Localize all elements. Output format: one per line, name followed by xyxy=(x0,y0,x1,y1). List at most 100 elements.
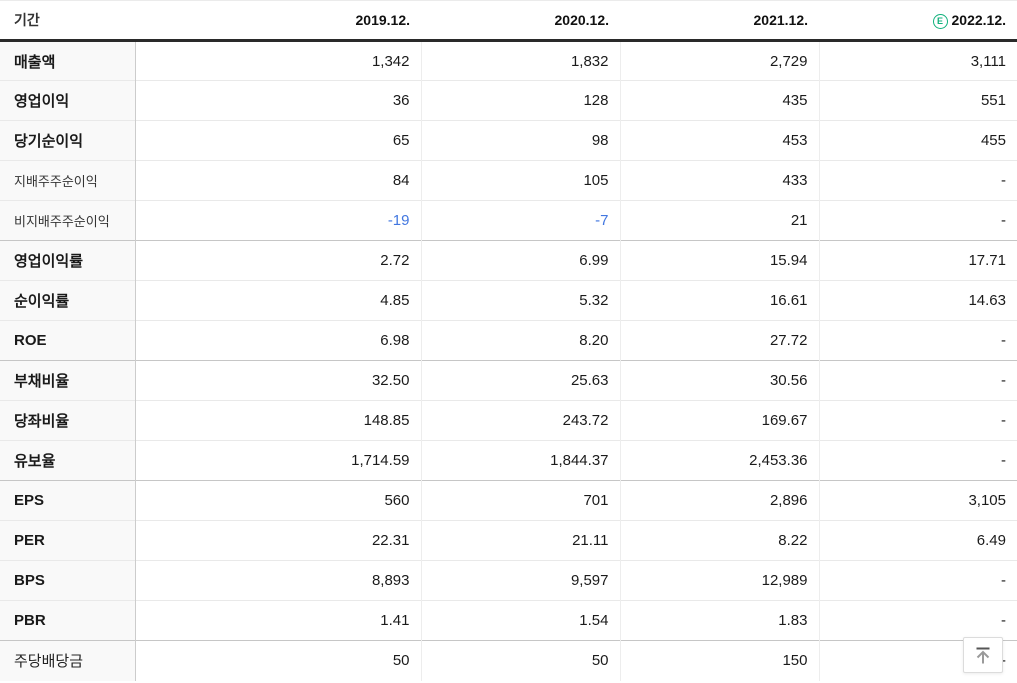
cell-value: - xyxy=(818,560,1017,601)
row-label: 부채비율 xyxy=(0,360,136,401)
cell-value: - xyxy=(818,360,1017,401)
cell-value: 27.72 xyxy=(619,320,819,361)
row-label: PBR xyxy=(0,600,136,641)
cell-value: 1,714.59 xyxy=(135,440,421,481)
row-label: 유보율 xyxy=(0,440,136,481)
cell-value: 1,342 xyxy=(371,52,410,70)
cell-value: 30.56 xyxy=(619,360,819,401)
row-label: 순이익률 xyxy=(0,280,136,321)
cell-value: 12,989 xyxy=(619,560,819,601)
scroll-to-top-button[interactable] xyxy=(963,637,1003,673)
table-row: ROE 6.98 8.20 27.72- xyxy=(0,320,1017,361)
cell-value: 1.41 xyxy=(135,600,421,641)
estimate-icon: E xyxy=(932,13,948,29)
header-row: 기간 2019.12. 2020.12. 2021.12. E 2022.12. xyxy=(0,0,1017,42)
cell-value: 453 xyxy=(619,120,819,161)
cell-value: - xyxy=(818,200,1017,241)
cell-value: 21.11 xyxy=(420,520,620,561)
header-year-2019: 2019.12. xyxy=(135,0,421,42)
header-period-label: 기간 xyxy=(0,0,135,42)
cell-value: 243.72 xyxy=(420,400,620,441)
row-label: 영업이익 xyxy=(0,80,136,121)
cell-value: 25.63 xyxy=(420,360,620,401)
header-year-2021: 2021.12. xyxy=(620,0,819,42)
cell-value: - xyxy=(818,320,1017,361)
cell-value: 2,896 xyxy=(619,480,819,521)
cell-value: 1,844.37 xyxy=(420,440,620,481)
cell-value: 148.85 xyxy=(135,400,421,441)
cell-value: 98 xyxy=(420,120,620,161)
cell-value: 21 xyxy=(619,200,819,241)
table-row: 유보율 1,714.59 1,844.37 2,453.36- xyxy=(0,440,1017,481)
table-row: 영업이익 36 128 435 551 xyxy=(0,80,1017,121)
cell-value: 455 xyxy=(818,120,1017,161)
row-label: PER xyxy=(0,520,136,561)
cell-value: 50 xyxy=(135,640,421,681)
cell-value: - xyxy=(818,440,1017,481)
cell-value: 150 xyxy=(619,640,819,681)
header-year-2022-label: 2022.12. xyxy=(951,11,1007,28)
cell-value: 551 xyxy=(818,80,1017,121)
table-row: 비지배주주순이익 -19 -7 21- xyxy=(0,200,1017,241)
cell-value: 8.20 xyxy=(420,320,620,361)
cell-value: 1,832 xyxy=(420,40,620,81)
cell-value: 560 xyxy=(135,480,421,521)
cell-value: - xyxy=(818,600,1017,641)
table-row: 영업이익률 2.72 6.99 15.94 17.71 xyxy=(0,240,1017,281)
cell-value: 6.49 xyxy=(818,520,1017,561)
table-row: EPS 560 701 2,896 3,105 xyxy=(0,480,1017,521)
table-row: 매출액 1,342 1,832 2,729 3,111 xyxy=(0,40,1017,81)
cell-value: 8,893 xyxy=(135,560,421,601)
cell-value: 15.94 xyxy=(619,240,819,281)
row-label: 당좌비율 xyxy=(0,400,136,441)
row-label: ROE xyxy=(0,320,136,361)
table-row: PBR 1.41 1.54 1.83- xyxy=(0,600,1017,641)
cell-value: 435 xyxy=(619,80,819,121)
cell-value: 8.22 xyxy=(619,520,819,561)
table-row: 부채비율 32.50 25.63 30.56- xyxy=(0,360,1017,401)
row-label: EPS xyxy=(0,480,136,521)
cell-value: - xyxy=(818,400,1017,441)
cell-value: 84 xyxy=(135,160,421,201)
cell-value: 17.71 xyxy=(818,240,1017,281)
cell-value: -19 xyxy=(135,200,421,241)
cell-value: - xyxy=(818,160,1017,201)
cell-value: 6.99 xyxy=(420,240,620,281)
cell-value: -7 xyxy=(420,200,620,241)
table-row: PER 22.31 21.11 8.22 6.49 xyxy=(0,520,1017,561)
cell-value: 2,729 xyxy=(619,40,819,81)
cell-value: 4.85 xyxy=(135,280,421,321)
row-label: 매출액 xyxy=(0,40,136,81)
cell-value: 6.98 xyxy=(135,320,421,361)
cell-value: 9,597 xyxy=(420,560,620,601)
cell-value: 433 xyxy=(619,160,819,201)
cell-value: 2,453.36 xyxy=(619,440,819,481)
cell-value: 2.72 xyxy=(135,240,421,281)
cell-value: 50 xyxy=(420,640,620,681)
cell-value: 5.32 xyxy=(420,280,620,321)
table-row: 당기순이익 65 98 453 455 xyxy=(0,120,1017,161)
row-label: 당기순이익 xyxy=(0,120,136,161)
cell-value: 22.31 xyxy=(135,520,421,561)
cell-value: 105 xyxy=(420,160,620,201)
table-body: 매출액 1,342 1,832 2,729 3,111 영업이익 36 128 435 551 당기… xyxy=(0,40,1017,681)
row-label: 지배주주순이익 xyxy=(0,160,136,201)
cell-value: 32.50 xyxy=(135,360,421,401)
table-row: 주당배당금 50 50 150- xyxy=(0,640,1017,681)
cell-value: 14.63 xyxy=(818,280,1017,321)
row-label: 비지배주주순이익 xyxy=(0,200,136,241)
table-row: 당좌비율 148.85 243.72 169.67- xyxy=(0,400,1017,441)
table-row: BPS 8,893 9,597 12,989- xyxy=(0,560,1017,601)
cell-value: 3,111 xyxy=(818,40,1017,81)
cell-value: 1.54 xyxy=(420,600,620,641)
cell-value: 169.67 xyxy=(619,400,819,441)
row-label: 영업이익률 xyxy=(0,240,136,281)
header-year-2022-estimate: E 2022.12. xyxy=(819,0,1017,42)
table-header: 기간 2019.12. 2020.12. 2021.12. E 2022.12. xyxy=(0,0,1017,42)
cell-value: 65 xyxy=(135,120,421,161)
header-year-2020: 2020.12. xyxy=(421,0,620,42)
arrow-up-to-top-icon xyxy=(976,647,990,664)
cell-value: 16.61 xyxy=(619,280,819,321)
row-label: 주당배당금 xyxy=(0,640,136,681)
